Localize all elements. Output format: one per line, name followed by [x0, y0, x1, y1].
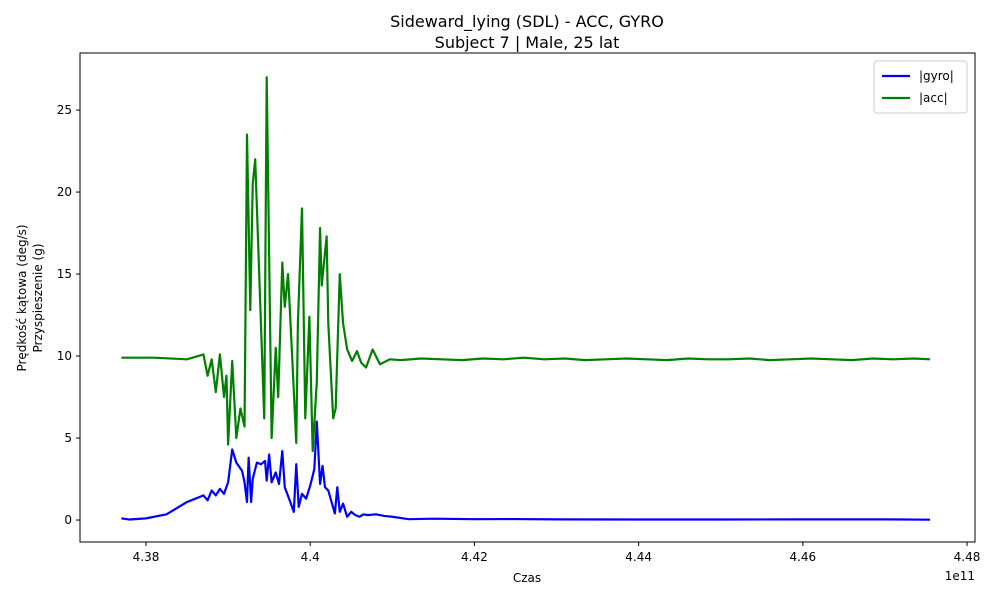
y-tick-label: 10 — [57, 349, 72, 363]
y-tick-label: 0 — [64, 513, 72, 527]
plot-frame — [79, 52, 976, 543]
y-axis-label: Przyspieszenie (g) — [31, 244, 45, 353]
legend-label: |acc| — [919, 91, 948, 105]
y-tick-label: 5 — [64, 431, 72, 445]
chart-subtitle: Subject 7 | Male, 25 lat — [435, 33, 620, 52]
y-tick-label: 15 — [57, 267, 72, 281]
x-tick-label: 4.4 — [301, 550, 320, 564]
x-axis-label: Czas — [513, 571, 541, 585]
legend-box — [873, 60, 968, 114]
legend-label: |gyro| — [919, 69, 954, 83]
chart-title: Sideward_lying (SDL) - ACC, GYRO — [390, 12, 664, 32]
x-tick-label: 4.44 — [625, 550, 652, 564]
y-tick-label: 25 — [57, 103, 72, 117]
x-tick-label: 4.42 — [461, 550, 488, 564]
y-tick-label: 20 — [57, 185, 72, 199]
x-tick-label: 4.46 — [789, 550, 816, 564]
x-tick-label: 4.38 — [133, 550, 160, 564]
y-axis-label: Prędkość kątowa (deg/s) — [15, 224, 29, 371]
data-line — [121, 76, 931, 453]
x-offset-label: 1e11 — [945, 569, 975, 583]
data-line — [121, 420, 931, 521]
x-tick-label: 4.48 — [954, 550, 981, 564]
